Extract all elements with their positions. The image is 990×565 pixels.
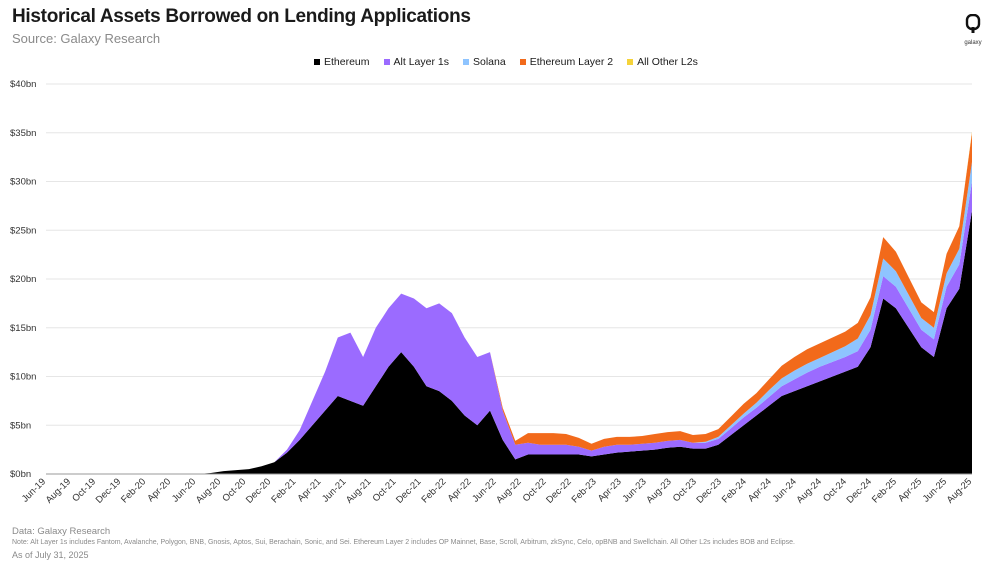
- x-tick-label: Apr-24: [746, 476, 774, 504]
- x-tick-label: Oct-22: [521, 476, 549, 504]
- legend-swatch: [462, 59, 469, 65]
- x-tick-label: Jun-23: [620, 476, 648, 504]
- x-tick-label: Jun-21: [320, 476, 348, 504]
- legend-label: All Other L2s: [637, 56, 698, 68]
- legend-item-ethereum-layer-2: Ethereum Layer 2: [519, 56, 614, 68]
- x-tick-label: Jun-20: [170, 476, 198, 504]
- x-tick-label: Aug-23: [644, 476, 673, 505]
- x-tick-label: Apr-21: [295, 476, 323, 504]
- x-tick-label: Dec-19: [94, 476, 123, 505]
- x-tick-label: Feb-21: [269, 476, 298, 505]
- legend-swatch: [519, 59, 526, 65]
- x-tick-label: Oct-20: [220, 476, 248, 504]
- x-tick-label: Jun-25: [921, 476, 949, 504]
- x-tick-label: Apr-22: [446, 476, 474, 504]
- logo-wordmark: galaxy: [964, 40, 982, 46]
- x-tick-label: Feb-22: [419, 476, 448, 505]
- galaxy-logo-icon: [965, 13, 981, 33]
- x-tick-label: Feb-25: [870, 476, 899, 505]
- page-title: Historical Assets Borrowed on Lending Ap…: [12, 6, 471, 27]
- x-tick-label: Aug-22: [494, 476, 523, 505]
- x-tick-label: Feb-24: [720, 476, 749, 505]
- page-subtitle: Source: Galaxy Research: [12, 31, 161, 46]
- chart-area: $0bn $5bn $10bn $15bn $20bn $25bn $30bn $35bn $4…: [10, 79, 974, 506]
- y-tick-label: $25bn: [10, 225, 36, 236]
- chart-legend: Ethereum Alt Layer 1s Solana Ethereum Layer…: [314, 56, 698, 68]
- footer-data-source: Data: Galaxy Research: [12, 526, 111, 537]
- x-tick-label: Feb-20: [119, 476, 148, 505]
- x-tick-label: Feb-23: [570, 476, 599, 505]
- y-tick-label: $40bn: [10, 79, 36, 90]
- x-tick-label: Aug-21: [344, 476, 373, 505]
- x-tick-label: Apr-25: [896, 476, 924, 504]
- x-tick-label: Dec-21: [394, 476, 423, 505]
- x-tick-label: Dec-23: [694, 476, 723, 505]
- footer-note: Note: Alt Layer 1s includes Fantom, Aval…: [12, 539, 795, 546]
- y-tick-label: $30bn: [10, 177, 36, 188]
- legend-label: Solana: [472, 56, 506, 68]
- legend-item-all-other-l2s: All Other L2s: [627, 56, 698, 68]
- legend-swatch: [627, 59, 634, 65]
- legend-swatch: [383, 59, 390, 65]
- legend-swatch: [314, 59, 320, 65]
- x-tick-label: Aug-24: [795, 476, 824, 505]
- y-tick-label: $5bn: [10, 420, 31, 431]
- legend-label: Alt Layer 1s: [393, 56, 449, 68]
- x-tick-label: Jun-24: [771, 476, 799, 504]
- x-tick-label: Apr-23: [596, 476, 624, 504]
- legend-label: Ethereum Layer 2: [529, 56, 614, 68]
- x-tick-label: Oct-19: [70, 476, 98, 504]
- y-tick-label: $20bn: [10, 274, 36, 285]
- x-tick-label: Oct-21: [371, 476, 399, 504]
- x-tick-label: Jun-22: [470, 476, 498, 504]
- x-tick-label: Aug-25: [945, 476, 974, 505]
- legend-item-ethereum: Ethereum: [314, 56, 370, 68]
- x-tick-label: Dec-24: [845, 476, 874, 505]
- x-tick-label: Oct-24: [821, 476, 849, 504]
- footer-as-of: As of July 31, 2025: [12, 550, 89, 560]
- y-tick-label: $10bn: [10, 372, 36, 383]
- x-tick-label: Dec-22: [544, 476, 573, 505]
- y-tick-label: $35bn: [10, 128, 36, 139]
- y-tick-label: $0bn: [10, 469, 31, 480]
- y-tick-label: $15bn: [10, 323, 36, 334]
- x-tick-label: Jun-19: [20, 476, 48, 504]
- legend-label: Ethereum: [324, 56, 370, 68]
- x-tick-label: Apr-20: [145, 476, 173, 504]
- galaxy-logo: galaxy: [960, 13, 986, 46]
- x-tick-label: Aug-19: [44, 476, 73, 505]
- legend-item-solana: Solana: [462, 56, 506, 68]
- x-tick-label: Dec-20: [244, 476, 273, 505]
- x-tick-label: Oct-23: [671, 476, 699, 504]
- area-ethereum: [46, 210, 972, 475]
- x-tick-label: Aug-20: [194, 476, 223, 505]
- legend-item-alt-layer-1s: Alt Layer 1s: [383, 56, 449, 68]
